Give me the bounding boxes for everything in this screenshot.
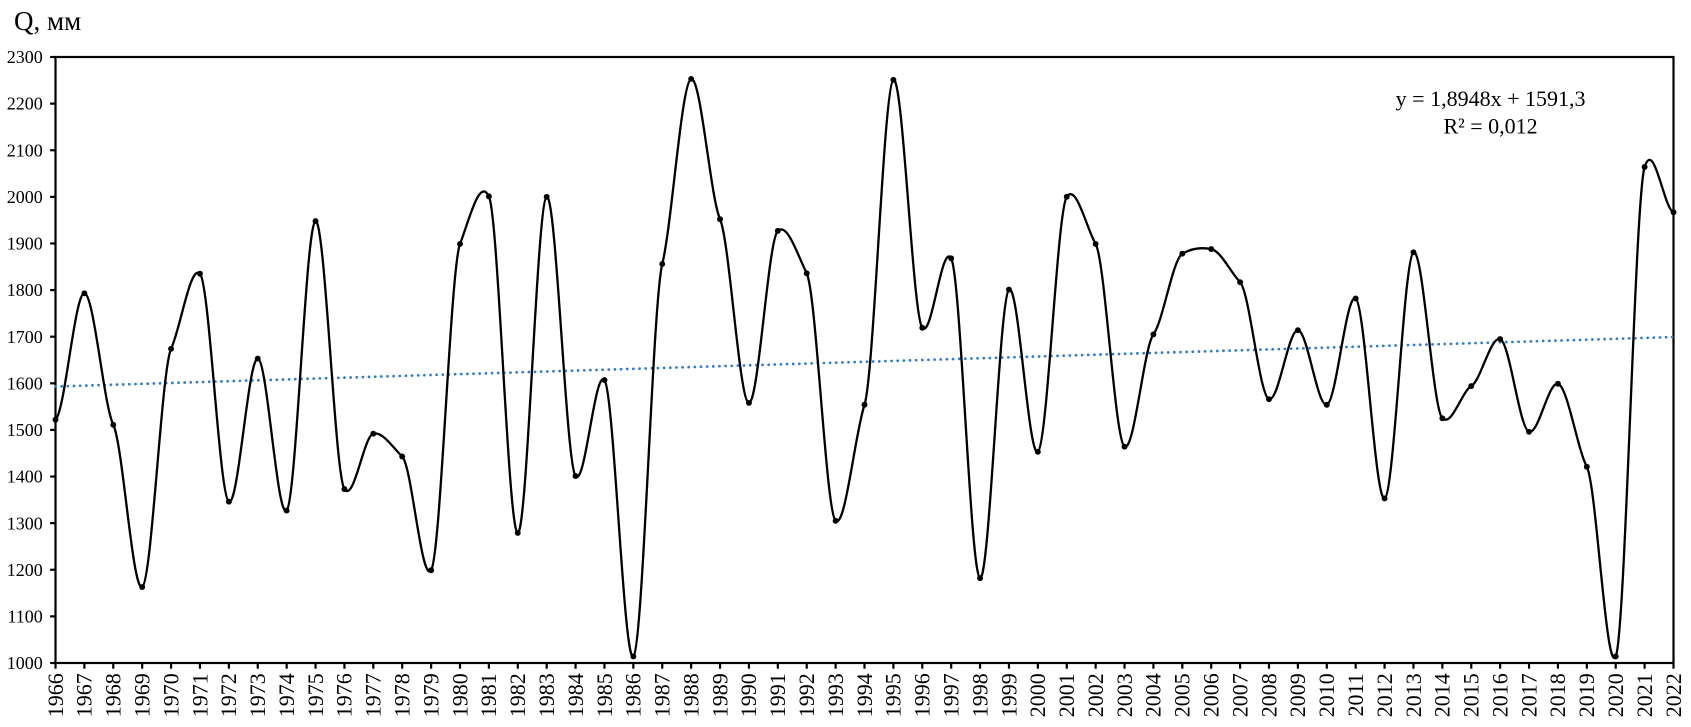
svg-text:y = 1,8948x + 1591,3: y = 1,8948x + 1591,3: [1396, 86, 1586, 111]
svg-text:1993: 1993: [823, 673, 848, 717]
svg-text:1991: 1991: [765, 673, 790, 717]
svg-text:1989: 1989: [707, 673, 732, 717]
svg-text:1970: 1970: [158, 673, 183, 717]
svg-text:2014: 2014: [1430, 673, 1455, 717]
svg-text:1975: 1975: [303, 673, 328, 717]
svg-text:2002: 2002: [1083, 673, 1108, 717]
svg-text:2011: 2011: [1343, 673, 1368, 716]
svg-text:2100: 2100: [7, 140, 43, 160]
svg-text:2022: 2022: [1661, 673, 1686, 717]
svg-text:1200: 1200: [7, 560, 43, 580]
svg-text:2009: 2009: [1285, 673, 1310, 717]
svg-text:1969: 1969: [129, 673, 154, 717]
svg-text:2018: 2018: [1545, 673, 1570, 717]
svg-text:1900: 1900: [7, 234, 43, 254]
svg-text:2200: 2200: [7, 94, 43, 114]
svg-text:2004: 2004: [1141, 673, 1166, 717]
svg-text:2001: 2001: [1054, 673, 1079, 717]
svg-text:1982: 1982: [505, 673, 530, 717]
svg-text:1986: 1986: [621, 673, 646, 717]
svg-text:1984: 1984: [563, 673, 588, 717]
svg-text:1988: 1988: [678, 673, 703, 717]
svg-text:2020: 2020: [1603, 673, 1628, 717]
svg-text:1999: 1999: [996, 673, 1021, 717]
svg-text:1994: 1994: [852, 673, 877, 717]
svg-text:1971: 1971: [187, 673, 212, 717]
svg-text:1979: 1979: [418, 673, 443, 717]
svg-text:2012: 2012: [1372, 673, 1397, 717]
svg-text:1998: 1998: [967, 673, 992, 717]
svg-text:1400: 1400: [7, 467, 43, 487]
svg-text:2008: 2008: [1256, 673, 1281, 717]
svg-text:1985: 1985: [592, 673, 617, 717]
svg-text:1000: 1000: [7, 653, 43, 673]
svg-text:1966: 1966: [43, 673, 68, 717]
svg-text:2300: 2300: [7, 47, 43, 67]
svg-text:1977: 1977: [361, 673, 386, 717]
svg-text:1983: 1983: [534, 673, 559, 717]
svg-text:2003: 2003: [1112, 673, 1137, 717]
svg-text:2013: 2013: [1401, 673, 1426, 717]
svg-text:2000: 2000: [1025, 673, 1050, 717]
svg-text:2019: 2019: [1574, 673, 1599, 717]
svg-text:2017: 2017: [1516, 673, 1541, 717]
svg-text:2005: 2005: [1170, 673, 1195, 717]
svg-text:1995: 1995: [881, 673, 906, 717]
svg-text:1967: 1967: [72, 673, 97, 717]
svg-text:2016: 2016: [1487, 673, 1512, 717]
svg-text:2010: 2010: [1314, 673, 1339, 717]
svg-text:1997: 1997: [938, 673, 963, 717]
svg-text:1981: 1981: [476, 673, 501, 717]
svg-text:2000: 2000: [7, 187, 43, 207]
svg-text:2007: 2007: [1227, 673, 1252, 717]
svg-text:2015: 2015: [1459, 673, 1484, 717]
svg-text:1100: 1100: [7, 606, 42, 626]
svg-text:1968: 1968: [101, 673, 126, 717]
svg-text:1972: 1972: [216, 673, 241, 717]
svg-text:2006: 2006: [1199, 673, 1224, 717]
svg-text:1987: 1987: [650, 673, 675, 717]
svg-text:Q, мм: Q, мм: [14, 6, 81, 36]
svg-text:1990: 1990: [736, 673, 761, 717]
svg-text:1973: 1973: [245, 673, 270, 717]
svg-text:1996: 1996: [910, 673, 935, 717]
svg-text:1300: 1300: [7, 513, 43, 533]
svg-text:R² = 0,012: R² = 0,012: [1444, 114, 1538, 139]
svg-text:1500: 1500: [7, 420, 43, 440]
svg-text:1980: 1980: [447, 673, 472, 717]
svg-text:1976: 1976: [332, 673, 357, 717]
svg-text:1700: 1700: [7, 327, 43, 347]
svg-text:1992: 1992: [794, 673, 819, 717]
svg-text:2021: 2021: [1632, 673, 1657, 717]
svg-text:1978: 1978: [390, 673, 415, 717]
svg-text:1800: 1800: [7, 280, 43, 300]
svg-text:1600: 1600: [7, 373, 43, 393]
svg-text:1974: 1974: [274, 673, 299, 717]
